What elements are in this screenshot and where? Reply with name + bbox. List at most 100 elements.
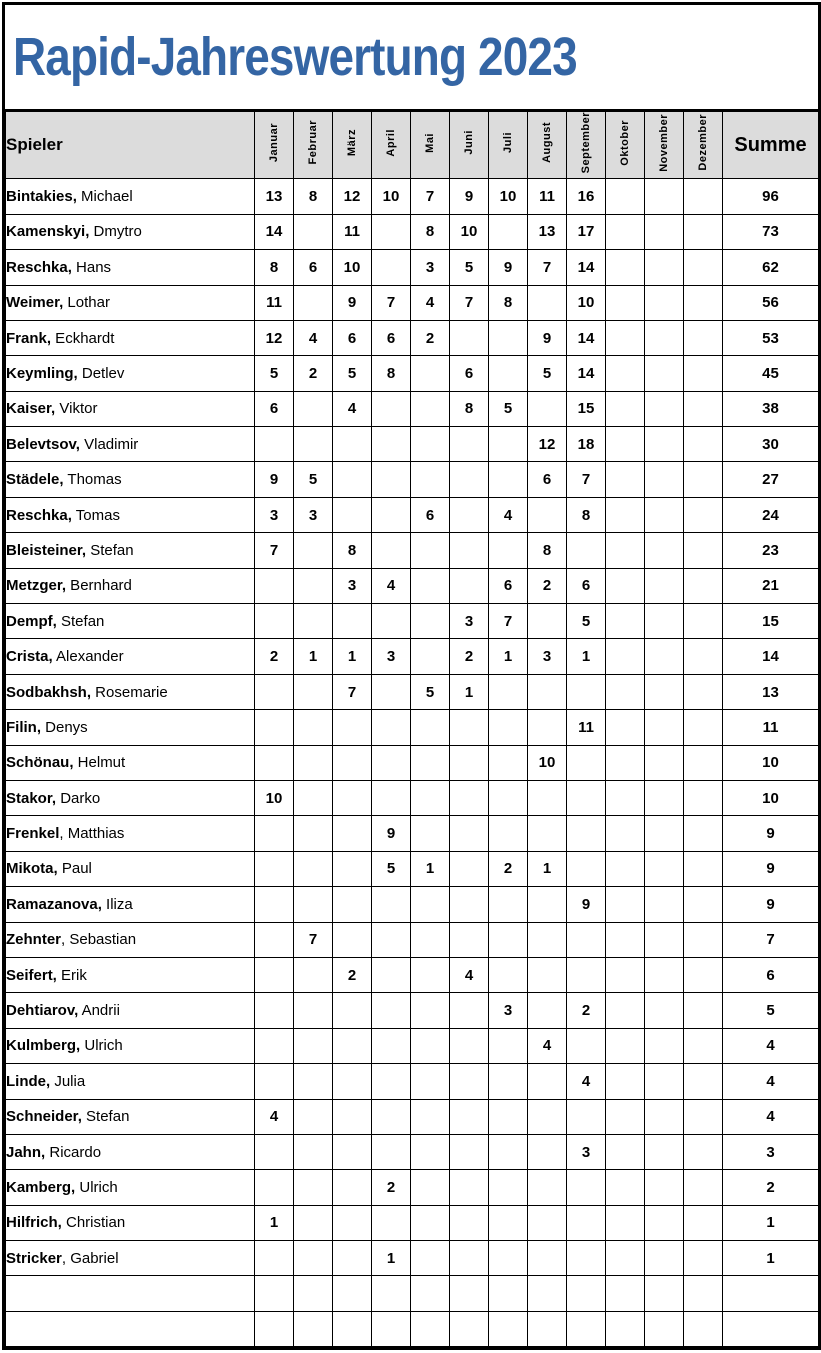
score-cell-oktober — [605, 744, 645, 782]
player-row: Hilfrich, Christian 1 1 — [5, 1204, 819, 1242]
player-row: Bintakies, Michael 13 8 12 10 7 9 10 11 16 96 — [5, 178, 819, 215]
score-cell-august — [527, 1240, 567, 1277]
score-cell-juni — [449, 1240, 489, 1277]
score-cell-august — [527, 1275, 567, 1312]
player-name-cell: Reschka, Tomas — [5, 496, 255, 534]
month-label: Januar — [268, 123, 280, 163]
score-cell-mai: 4 — [410, 284, 450, 321]
player-firstname: Vladimir — [79, 435, 139, 453]
column-header-summe: Summe — [722, 110, 819, 180]
score-cell-januar — [254, 850, 294, 888]
score-cell-april — [371, 461, 411, 498]
score-cell-november — [644, 249, 684, 286]
player-name-cell: Bleisteiner, Stefan — [5, 532, 255, 569]
score-cell-märz — [332, 744, 372, 782]
score-cell-märz — [332, 496, 372, 534]
player-surname: Ramazanova, — [6, 895, 102, 913]
score-cell-juli: 4 — [488, 496, 528, 534]
score-cell-februar: 2 — [293, 355, 333, 392]
score-cell-dezember — [683, 532, 723, 569]
score-cell-mai — [410, 1275, 450, 1312]
score-cell-januar: 3 — [254, 496, 294, 534]
score-cell-september: 7 — [566, 461, 606, 498]
score-cell-mai — [410, 1240, 450, 1277]
score-cell-mai — [410, 1169, 450, 1206]
score-cell-januar: 5 — [254, 355, 294, 392]
player-surname: Kaiser, — [6, 400, 56, 418]
score-cell-juni — [449, 1310, 489, 1348]
table-body: Bintakies, Michael 13 8 12 10 7 9 10 11 16 96 Kamen… — [5, 178, 819, 1348]
player-surname: Mikota, — [6, 860, 58, 878]
score-cell-november — [644, 744, 684, 782]
player-row: Weimer, Lothar 11 9 7 4 7 8 10 56 — [5, 284, 819, 321]
player-row: Frenkel, Matthias 9 9 — [5, 815, 819, 852]
score-cell-februar — [293, 1275, 333, 1312]
player-row: Dempf, Stefan 3 7 5 15 — [5, 603, 819, 640]
sum-cell: 23 — [722, 532, 819, 569]
score-cell-dezember — [683, 673, 723, 711]
score-cell-märz — [332, 1310, 372, 1348]
player-surname: Frank, — [6, 329, 52, 347]
score-cell-november — [644, 1133, 684, 1171]
player-surname: Sodbakhsh, — [6, 683, 92, 701]
score-cell-juli: 10 — [488, 178, 528, 215]
score-cell-januar: 4 — [254, 1098, 294, 1135]
player-firstname: Stefan — [86, 541, 134, 559]
score-cell-september: 17 — [566, 213, 606, 251]
score-cell-juli: 7 — [488, 603, 528, 640]
score-cell-februar — [293, 744, 333, 782]
score-cell-oktober — [605, 886, 645, 923]
sum-cell: 5 — [722, 992, 819, 1029]
score-cell-august: 5 — [527, 355, 567, 392]
sum-cell: 38 — [722, 390, 819, 428]
score-cell-dezember — [683, 1063, 723, 1100]
score-cell-januar — [254, 886, 294, 923]
player-row: Crista, Alexander 2 1 1 3 2 1 3 1 14 — [5, 638, 819, 675]
score-cell-august: 1 — [527, 850, 567, 888]
score-cell-april: 2 — [371, 1169, 411, 1206]
player-firstname: Andrii — [78, 1002, 120, 1020]
player-firstname: Alexander — [52, 648, 124, 666]
score-cell-november — [644, 178, 684, 215]
score-cell-januar — [254, 992, 294, 1029]
score-cell-oktober — [605, 815, 645, 852]
column-header-spieler: Spieler — [5, 110, 255, 180]
score-cell-juli — [488, 426, 528, 463]
score-cell-juni — [449, 461, 489, 498]
month-label: Februar — [307, 120, 319, 165]
score-cell-september — [566, 532, 606, 569]
score-cell-juni — [449, 921, 489, 958]
player-surname: Dehtiarov, — [6, 1002, 79, 1020]
score-cell-oktober — [605, 249, 645, 286]
score-cell-juli — [488, 1275, 528, 1312]
score-cell-juli — [488, 673, 528, 711]
sum-cell: 21 — [722, 567, 819, 605]
player-firstname: Julia — [50, 1072, 86, 1090]
player-firstname: Ricardo — [45, 1143, 102, 1161]
score-cell-mai — [410, 886, 450, 923]
score-cell-april — [371, 532, 411, 569]
score-cell-august: 9 — [527, 319, 567, 357]
player-row: Frank, Eckhardt 12 4 6 6 2 9 14 53 — [5, 319, 819, 357]
score-cell-november — [644, 992, 684, 1029]
score-cell-märz — [332, 1133, 372, 1171]
score-cell-juli — [488, 213, 528, 251]
player-name-cell: Kaiser, Viktor — [5, 390, 255, 428]
score-cell-april — [371, 709, 411, 746]
player-firstname: Denys — [41, 718, 88, 736]
score-cell-august: 6 — [527, 461, 567, 498]
player-name-cell: Linde, Julia — [5, 1063, 255, 1100]
score-cell-juli — [488, 709, 528, 746]
score-cell-april: 5 — [371, 850, 411, 888]
score-cell-april — [371, 249, 411, 286]
player-name-cell: Mikota, Paul — [5, 850, 255, 888]
player-name-cell: Städele, Thomas — [5, 461, 255, 498]
score-cell-november — [644, 1204, 684, 1242]
score-cell-april — [371, 1063, 411, 1100]
score-cell-mai — [410, 1098, 450, 1135]
score-cell-dezember — [683, 284, 723, 321]
score-cell-mai: 5 — [410, 673, 450, 711]
score-cell-februar — [293, 1133, 333, 1171]
score-cell-april — [371, 744, 411, 782]
player-name-cell: Schönau, Helmut — [5, 744, 255, 782]
